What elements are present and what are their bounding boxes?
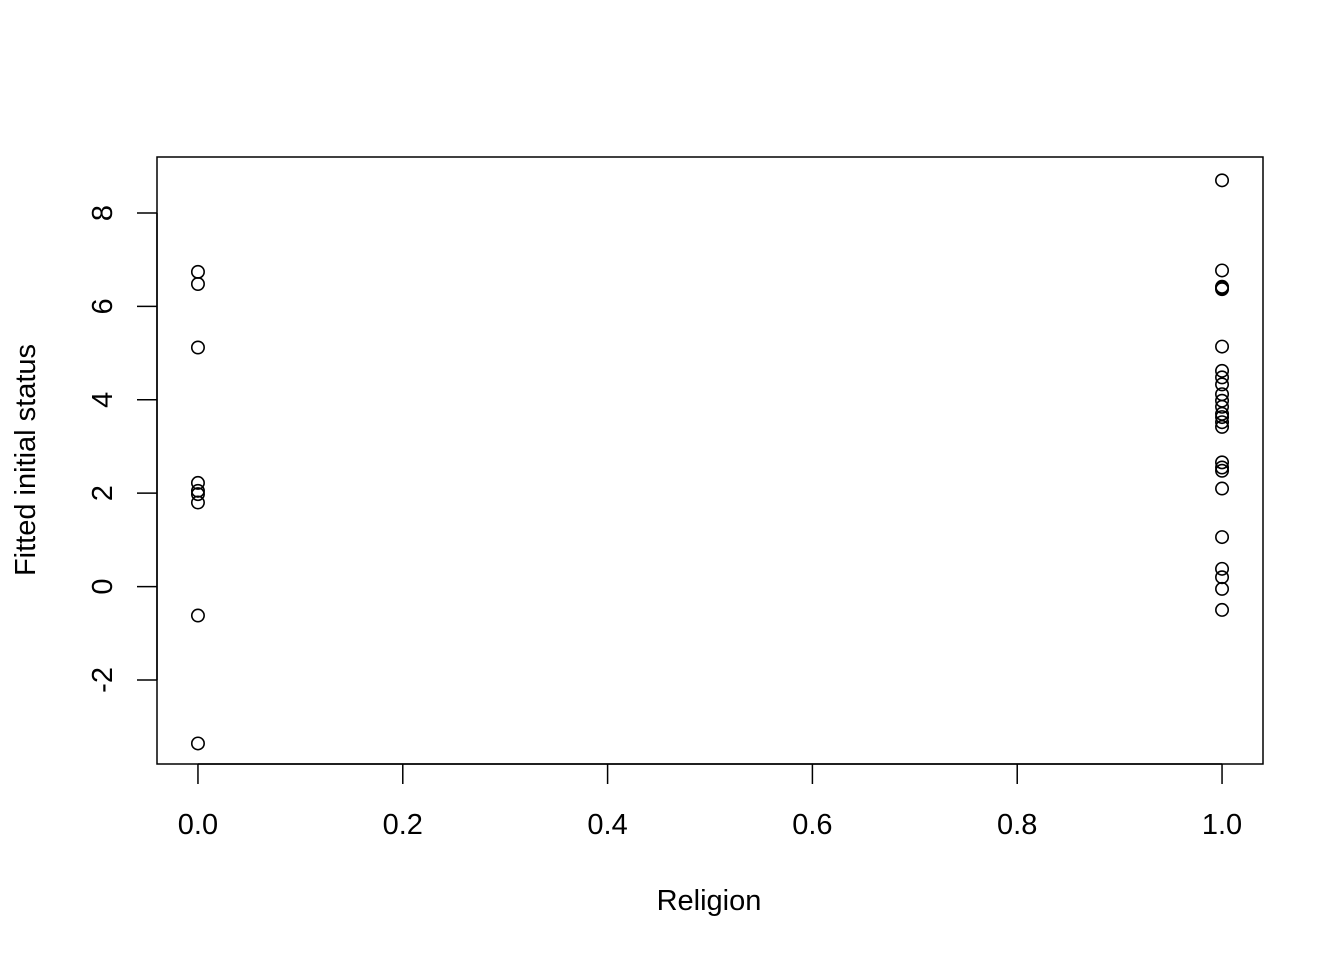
data-point (1215, 339, 1230, 354)
data-point (1215, 481, 1230, 496)
data-points (190, 173, 1230, 751)
data-point (1215, 460, 1230, 475)
y-tick-label: -2 (87, 667, 119, 693)
y-tick-label: 0 (87, 578, 119, 594)
data-point (1215, 370, 1230, 385)
y-tick-label: 8 (87, 205, 119, 221)
y-axis-title: Fitted initial status (10, 344, 42, 576)
x-tick-label: 0.6 (792, 809, 832, 841)
x-axis: 0.0 0.2 0.4 0.6 0.8 1.0 (178, 763, 1242, 841)
data-point (1215, 363, 1230, 378)
y-axis: -2 0 2 4 6 8 (87, 205, 158, 693)
x-tick-label: 1.0 (1202, 809, 1242, 841)
data-point (1215, 387, 1230, 402)
data-point (190, 340, 205, 355)
data-point (1215, 415, 1230, 430)
x-axis-title: Religion (657, 885, 762, 917)
data-point (1215, 173, 1230, 188)
data-point (190, 736, 205, 751)
data-point (1215, 377, 1230, 392)
data-point (1215, 463, 1230, 478)
x-tick-label: 0.2 (383, 809, 423, 841)
y-tick-label: 4 (87, 392, 119, 408)
data-point (190, 277, 205, 292)
y-tick-label: 6 (87, 298, 119, 314)
y-tick-label: 2 (87, 485, 119, 501)
x-tick-label: 0.4 (587, 809, 627, 841)
data-point (1215, 406, 1230, 421)
data-point (190, 483, 205, 498)
data-point (1215, 455, 1230, 470)
x-tick-label: 0.8 (997, 809, 1037, 841)
data-point (1215, 410, 1230, 425)
data-point (1215, 561, 1230, 576)
data-point (1215, 602, 1230, 617)
data-point (190, 475, 205, 490)
data-point (1215, 581, 1230, 596)
data-point (1215, 530, 1230, 545)
x-tick-label: 0.0 (178, 809, 218, 841)
data-point (1215, 280, 1230, 295)
data-point (190, 487, 205, 502)
data-point (190, 608, 205, 623)
data-point (1215, 263, 1230, 278)
